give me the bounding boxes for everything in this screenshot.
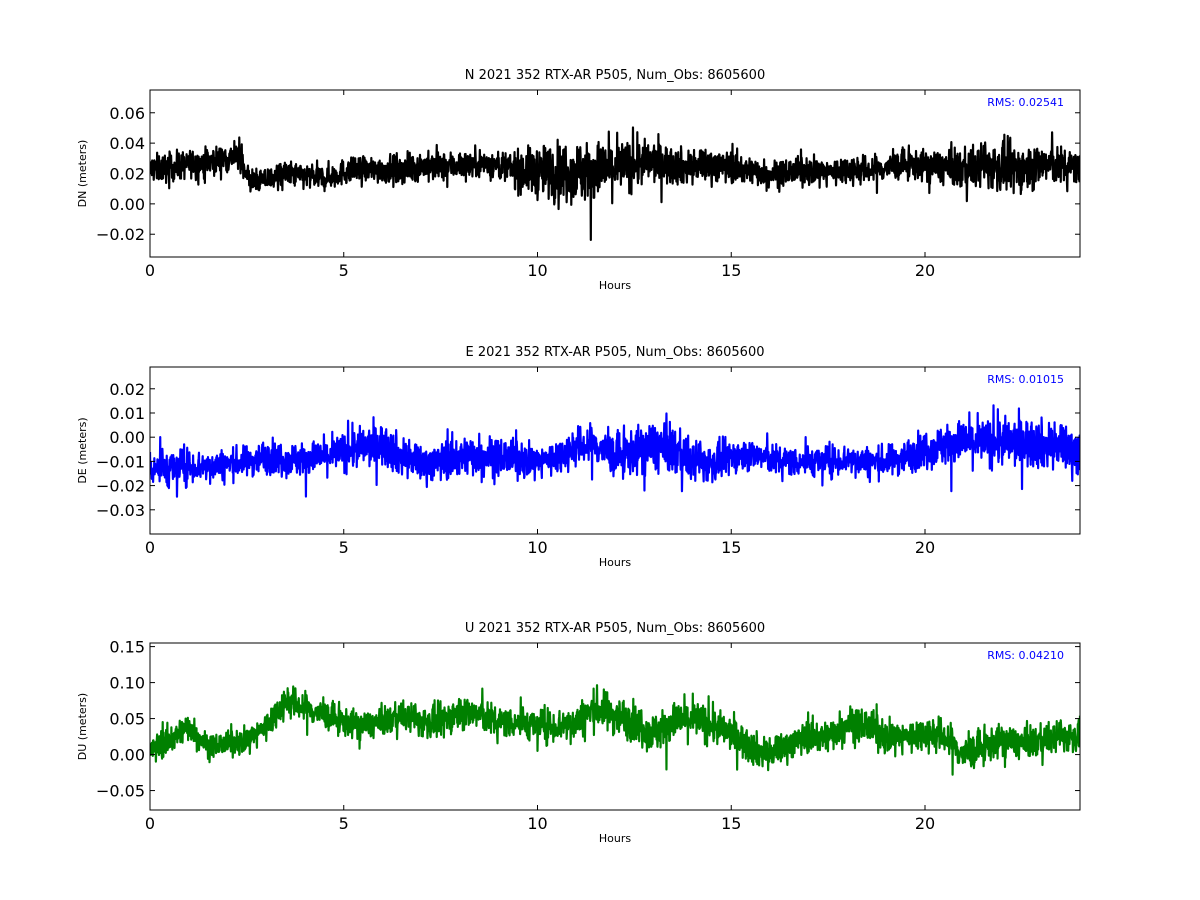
y-tick-label: 0.06 <box>109 104 145 123</box>
x-tick-label: 0 <box>145 814 155 833</box>
y-tick-label: 0.02 <box>109 165 145 184</box>
x-tick-label: 15 <box>721 538 741 557</box>
x-tick-label: 10 <box>527 538 547 557</box>
chart-title-n: N 2021 352 RTX-AR P505, Num_Obs: 8605600 <box>465 68 765 83</box>
chart-title-e: E 2021 352 RTX-AR P505, Num_Obs: 8605600 <box>466 345 765 360</box>
y-tick-label: −0.01 <box>96 452 145 471</box>
x-tick-label: 0 <box>145 538 155 557</box>
plot-frame-u <box>149 642 1081 811</box>
y-tick-label: 0.00 <box>109 746 145 765</box>
x-tick-label: 5 <box>339 538 349 557</box>
y-tick-label: 0.10 <box>109 674 145 693</box>
x-tick-label: 20 <box>915 538 935 557</box>
y-tick-label: −0.02 <box>96 225 145 244</box>
data-line-n <box>150 126 1080 241</box>
x-tick-label: 10 <box>527 814 547 833</box>
x-tick-label: 15 <box>721 814 741 833</box>
y-tick-label: −0.05 <box>96 782 145 801</box>
y-tick-label: 0.00 <box>109 428 145 447</box>
rms-annotation: RMS: 0.01015 <box>987 373 1064 386</box>
x-tick-label: 20 <box>915 261 935 280</box>
chart-title-u: U 2021 352 RTX-AR P505, Num_Obs: 8605600 <box>465 621 765 636</box>
x-tick-label: 20 <box>915 814 935 833</box>
x-tick-label: 10 <box>527 261 547 280</box>
y-tick-label: −0.03 <box>96 501 145 520</box>
x-axis-label: Hours <box>599 556 631 569</box>
y-axis-label: DE (meters) <box>76 417 89 483</box>
plot-frame-e <box>149 366 1081 535</box>
y-axis-label: DN (meters) <box>76 140 89 208</box>
y-tick-label: 0.15 <box>109 638 145 657</box>
data-line-u <box>150 684 1080 776</box>
y-tick-label: 0.02 <box>109 380 145 399</box>
y-axis-label: DU (meters) <box>76 693 89 760</box>
x-axis-label: Hours <box>599 832 631 845</box>
y-tick-label: 0.01 <box>109 404 145 423</box>
x-tick-label: 0 <box>145 261 155 280</box>
y-tick-label: 0.04 <box>109 134 145 153</box>
rms-annotation: RMS: 0.02541 <box>987 96 1064 109</box>
x-tick-label: 5 <box>339 814 349 833</box>
x-tick-label: 15 <box>721 261 741 280</box>
x-axis-label: Hours <box>599 279 631 292</box>
y-tick-label: −0.02 <box>96 477 145 496</box>
x-tick-label: 5 <box>339 261 349 280</box>
data-line-e <box>150 404 1080 498</box>
y-tick-label: 0.00 <box>109 195 145 214</box>
rms-annotation: RMS: 0.04210 <box>987 649 1064 662</box>
y-tick-label: 0.05 <box>109 710 145 729</box>
